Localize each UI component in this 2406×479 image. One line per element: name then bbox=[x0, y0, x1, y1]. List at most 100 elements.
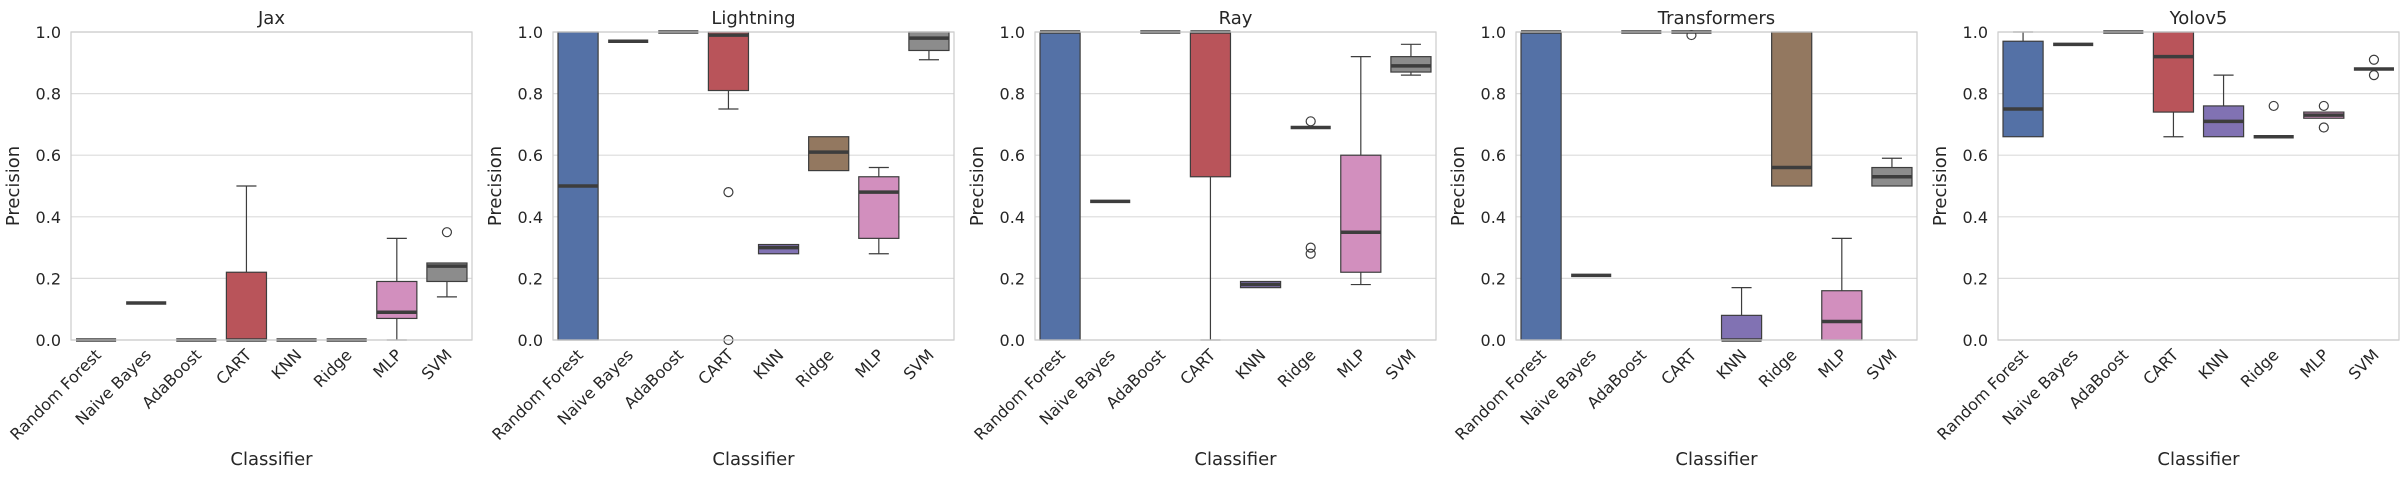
y-tick-label: 0.2 bbox=[1963, 269, 1988, 288]
axes-frame bbox=[70, 31, 473, 341]
box-7 bbox=[426, 227, 468, 298]
chart-title: Ray bbox=[1219, 8, 1253, 29]
y-axis-label: Precision bbox=[3, 146, 24, 226]
box-6 bbox=[2303, 100, 2345, 133]
x-tick-label: KNN bbox=[1713, 345, 1751, 383]
outlier-point bbox=[2318, 122, 2329, 133]
box-body bbox=[1771, 31, 1813, 187]
x-tick-label: Random Forest bbox=[970, 345, 1069, 444]
outlier-point bbox=[2368, 70, 2380, 81]
x-tick-label: MLP bbox=[369, 345, 406, 382]
box-3 bbox=[1189, 30, 1232, 341]
box-4 bbox=[2202, 74, 2245, 138]
box-3 bbox=[2152, 31, 2195, 138]
y-tick-label: 0.2 bbox=[1000, 269, 1025, 288]
y-axis-label: Precision bbox=[1448, 146, 1469, 226]
y-tick-label: 0.4 bbox=[1000, 208, 1025, 227]
x-tick-label: SVM bbox=[418, 345, 456, 383]
x-axis-label: Classifier bbox=[2157, 449, 2240, 470]
box-body bbox=[225, 271, 268, 341]
x-tick-label: MLP bbox=[851, 345, 888, 382]
x-tick-label: CART bbox=[1657, 345, 1700, 388]
y-tick-label: 0.6 bbox=[1481, 146, 1506, 165]
y-tick-label: 0.4 bbox=[518, 208, 543, 227]
box-7 bbox=[1390, 43, 1432, 76]
axes-frame bbox=[1997, 31, 2400, 341]
outlier-point bbox=[1305, 248, 1316, 259]
x-tick-label: CART bbox=[2139, 345, 2182, 388]
y-tick-label: 1.0 bbox=[1481, 23, 1506, 42]
y-tick-label: 0.0 bbox=[1963, 331, 1988, 350]
chart-title: Yolov5 bbox=[2169, 8, 2228, 29]
y-tick-label: 0.6 bbox=[518, 146, 543, 165]
box-4 bbox=[1720, 287, 1763, 342]
box-3 bbox=[707, 31, 750, 346]
x-tick-label: Random Forest bbox=[6, 345, 105, 444]
box-body bbox=[1189, 31, 1232, 178]
outlier-point bbox=[2268, 100, 2279, 112]
y-tick-label: 1.0 bbox=[36, 23, 61, 42]
y-tick-label: 0.6 bbox=[1963, 146, 1988, 165]
box-7 bbox=[908, 31, 950, 61]
x-tick-label: SVM bbox=[900, 345, 938, 383]
x-tick-label: KNN bbox=[2195, 345, 2233, 383]
x-tick-label: Random Forest bbox=[1451, 345, 1550, 444]
box-body bbox=[707, 31, 750, 92]
y-axis-label: Precision bbox=[967, 146, 988, 226]
box-6 bbox=[1821, 237, 1863, 341]
outlier-point bbox=[1305, 242, 1316, 253]
x-tick-label: Ridge bbox=[2237, 345, 2283, 391]
x-tick-label: Random Forest bbox=[488, 345, 587, 444]
y-tick-label: 0.4 bbox=[1481, 208, 1506, 227]
y-tick-label: 0.6 bbox=[1000, 146, 1025, 165]
chart-title: Transformers bbox=[1657, 8, 1775, 29]
outlier-point bbox=[2318, 100, 2329, 112]
box-0 bbox=[2002, 31, 2044, 138]
y-tick-label: 1.0 bbox=[1963, 23, 1988, 42]
axes-frame bbox=[552, 31, 955, 341]
outlier-point bbox=[441, 227, 453, 238]
x-tick-label: CART bbox=[694, 345, 737, 388]
x-axis-label: Classifier bbox=[230, 449, 313, 470]
box-4 bbox=[1239, 280, 1282, 289]
outlier-point bbox=[1686, 29, 1697, 41]
x-tick-label: SVM bbox=[2345, 345, 2383, 383]
outlier-point bbox=[1305, 116, 1316, 127]
box-6 bbox=[1340, 56, 1382, 286]
y-tick-label: 0.2 bbox=[36, 269, 61, 288]
box-5 bbox=[2253, 100, 2294, 139]
x-tick-label: MLP bbox=[1814, 345, 1851, 382]
y-tick-label: 0.0 bbox=[1481, 331, 1506, 350]
x-tick-label: KNN bbox=[268, 345, 306, 383]
y-tick-label: 0.0 bbox=[1000, 331, 1025, 350]
x-tick-label: CART bbox=[212, 345, 255, 388]
box-6 bbox=[858, 166, 900, 255]
box-body bbox=[1340, 154, 1382, 273]
y-tick-label: 0.8 bbox=[518, 85, 543, 104]
box-body bbox=[1720, 314, 1763, 341]
chart-title: Lightning bbox=[711, 8, 795, 29]
x-tick-label: CART bbox=[1176, 345, 1219, 388]
box-body bbox=[2152, 31, 2195, 113]
box-7 bbox=[2353, 54, 2394, 81]
x-tick-label: MLP bbox=[2296, 345, 2333, 382]
box-body bbox=[2002, 40, 2044, 138]
x-axis-label: Classifier bbox=[1194, 449, 1277, 470]
x-tick-label: SVM bbox=[1382, 345, 1420, 383]
y-tick-label: 0.0 bbox=[36, 331, 61, 350]
x-tick-label: SVM bbox=[1863, 345, 1901, 383]
y-tick-label: 1.0 bbox=[518, 23, 543, 42]
box-4 bbox=[757, 243, 800, 255]
y-tick-label: 0.2 bbox=[1481, 269, 1506, 288]
y-axis-label: Precision bbox=[1930, 146, 1951, 226]
y-tick-label: 0.8 bbox=[1000, 85, 1025, 104]
box-5 bbox=[1290, 116, 1331, 259]
x-tick-label: MLP bbox=[1333, 345, 1370, 382]
box-0 bbox=[557, 31, 599, 341]
x-tick-label: Ridge bbox=[1274, 345, 1320, 391]
